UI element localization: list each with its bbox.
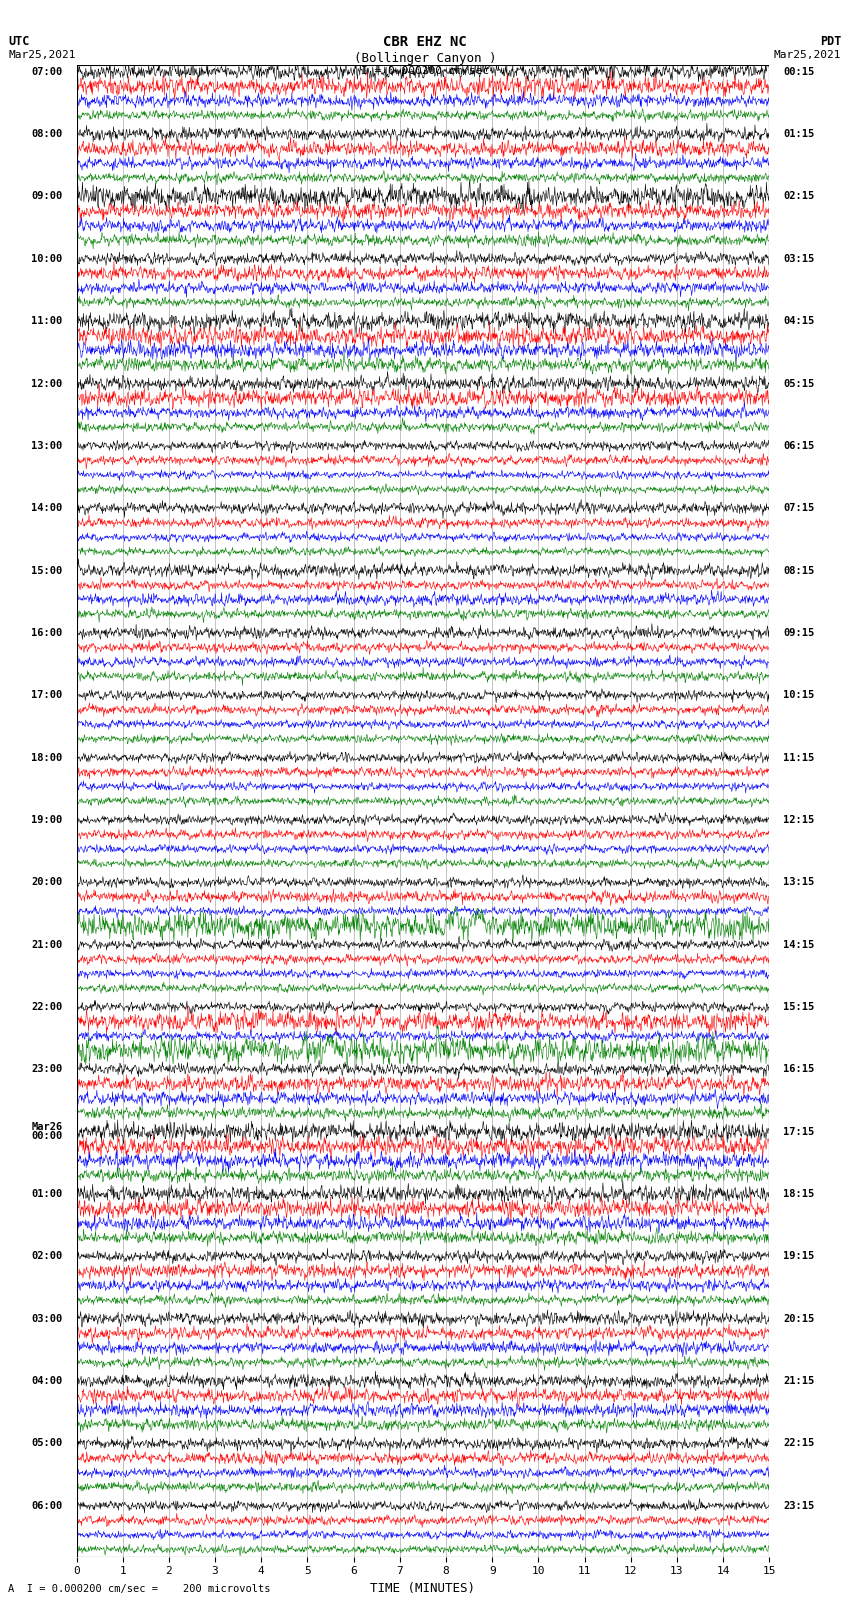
Text: 23:00: 23:00 bbox=[31, 1065, 63, 1074]
Text: 15:00: 15:00 bbox=[31, 566, 63, 576]
Text: PDT: PDT bbox=[820, 35, 842, 48]
Text: 20:15: 20:15 bbox=[783, 1313, 814, 1324]
Text: 11:00: 11:00 bbox=[31, 316, 63, 326]
Text: 00:00: 00:00 bbox=[31, 1131, 63, 1140]
Text: Mar26: Mar26 bbox=[31, 1123, 63, 1132]
Text: 22:15: 22:15 bbox=[783, 1439, 814, 1448]
Text: 19:15: 19:15 bbox=[783, 1252, 814, 1261]
Text: 03:15: 03:15 bbox=[783, 253, 814, 265]
Text: 05:15: 05:15 bbox=[783, 379, 814, 389]
Text: 13:00: 13:00 bbox=[31, 440, 63, 452]
Text: (Bollinger Canyon ): (Bollinger Canyon ) bbox=[354, 52, 496, 65]
Text: 17:00: 17:00 bbox=[31, 690, 63, 700]
Text: 14:00: 14:00 bbox=[31, 503, 63, 513]
Text: 10:15: 10:15 bbox=[783, 690, 814, 700]
Text: 03:00: 03:00 bbox=[31, 1313, 63, 1324]
Text: UTC: UTC bbox=[8, 35, 30, 48]
Text: 18:15: 18:15 bbox=[783, 1189, 814, 1198]
Text: 22:00: 22:00 bbox=[31, 1002, 63, 1011]
Text: 08:00: 08:00 bbox=[31, 129, 63, 139]
Text: Mar25,2021: Mar25,2021 bbox=[8, 50, 76, 60]
Text: 02:00: 02:00 bbox=[31, 1252, 63, 1261]
Text: 07:15: 07:15 bbox=[783, 503, 814, 513]
Text: 16:15: 16:15 bbox=[783, 1065, 814, 1074]
Text: 09:00: 09:00 bbox=[31, 192, 63, 202]
Text: 12:15: 12:15 bbox=[783, 815, 814, 824]
Text: 01:15: 01:15 bbox=[783, 129, 814, 139]
Text: 08:15: 08:15 bbox=[783, 566, 814, 576]
Text: 21:15: 21:15 bbox=[783, 1376, 814, 1386]
Text: 05:00: 05:00 bbox=[31, 1439, 63, 1448]
X-axis label: TIME (MINUTES): TIME (MINUTES) bbox=[371, 1582, 475, 1595]
Text: 21:00: 21:00 bbox=[31, 940, 63, 950]
Text: I = 0.000200 cm/sec: I = 0.000200 cm/sec bbox=[361, 66, 489, 76]
Text: 06:15: 06:15 bbox=[783, 440, 814, 452]
Text: A  I = 0.000200 cm/sec =    200 microvolts: A I = 0.000200 cm/sec = 200 microvolts bbox=[8, 1584, 271, 1594]
Text: 07:00: 07:00 bbox=[31, 66, 63, 77]
Text: 15:15: 15:15 bbox=[783, 1002, 814, 1011]
Text: 20:00: 20:00 bbox=[31, 877, 63, 887]
Text: 17:15: 17:15 bbox=[783, 1127, 814, 1137]
Text: 00:15: 00:15 bbox=[783, 66, 814, 77]
Text: Mar25,2021: Mar25,2021 bbox=[774, 50, 842, 60]
Text: 18:00: 18:00 bbox=[31, 753, 63, 763]
Text: 11:15: 11:15 bbox=[783, 753, 814, 763]
Text: CBR EHZ NC: CBR EHZ NC bbox=[383, 35, 467, 50]
Text: 16:00: 16:00 bbox=[31, 627, 63, 637]
Text: 04:15: 04:15 bbox=[783, 316, 814, 326]
Text: 04:00: 04:00 bbox=[31, 1376, 63, 1386]
Text: 02:15: 02:15 bbox=[783, 192, 814, 202]
Text: 13:15: 13:15 bbox=[783, 877, 814, 887]
Text: 10:00: 10:00 bbox=[31, 253, 63, 265]
Text: 19:00: 19:00 bbox=[31, 815, 63, 824]
Text: 23:15: 23:15 bbox=[783, 1500, 814, 1511]
Text: 09:15: 09:15 bbox=[783, 627, 814, 637]
Text: 06:00: 06:00 bbox=[31, 1500, 63, 1511]
Text: 12:00: 12:00 bbox=[31, 379, 63, 389]
Text: 14:15: 14:15 bbox=[783, 940, 814, 950]
Text: 01:00: 01:00 bbox=[31, 1189, 63, 1198]
